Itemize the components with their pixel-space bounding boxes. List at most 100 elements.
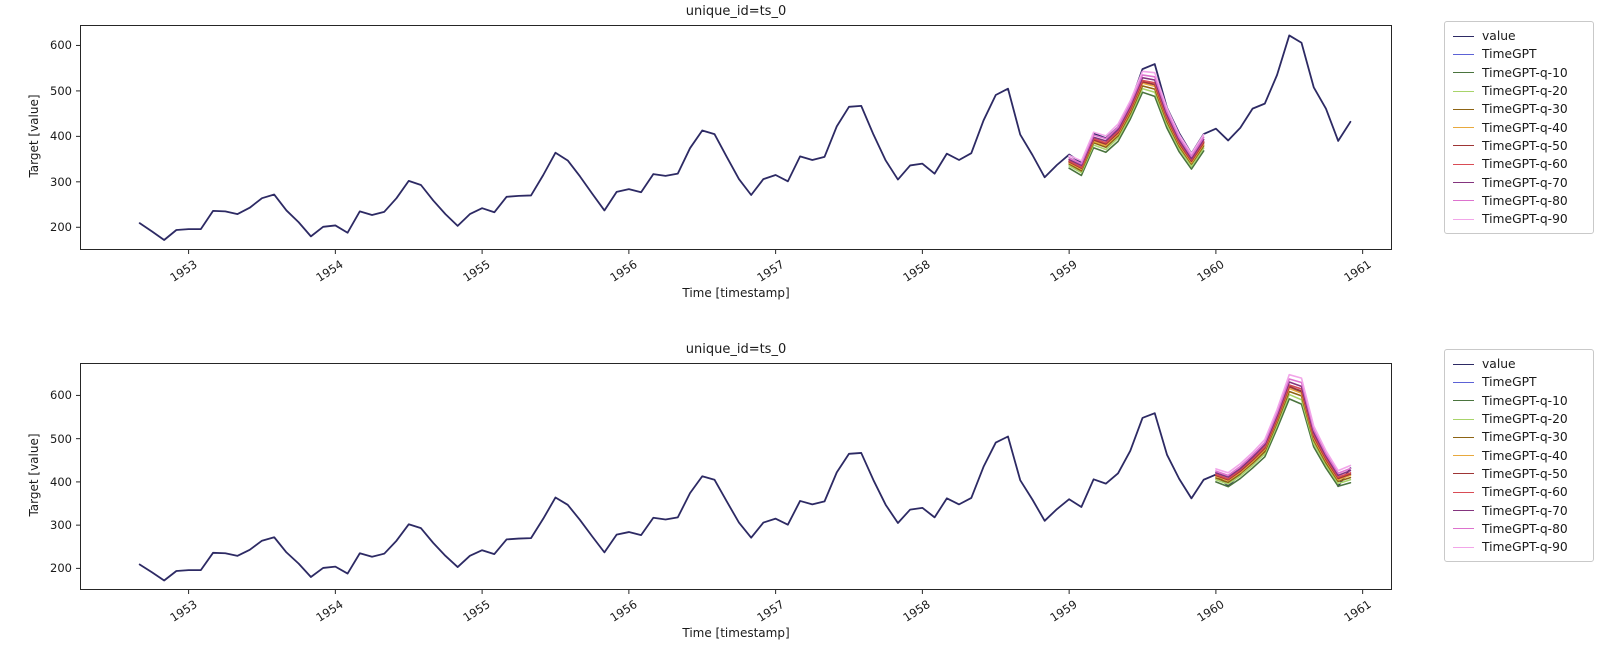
legend-line-swatch [1453, 182, 1474, 184]
chart-title: unique_id=ts_0 [685, 342, 787, 357]
x-axis-label: Time [timestamp] [682, 626, 790, 640]
legend-label: TimeGPT-q-50 [1482, 138, 1568, 153]
series-line [1215, 373, 1352, 474]
legend-line-swatch [1453, 436, 1474, 438]
legend-item: TimeGPT-q-20 [1453, 410, 1585, 428]
legend-label: TimeGPT-q-10 [1482, 393, 1568, 408]
legend-item: TimeGPT [1453, 45, 1585, 63]
legend-item: TimeGPT-q-20 [1453, 82, 1585, 100]
series-line [138, 34, 1352, 241]
legend-line-swatch [1453, 163, 1474, 165]
chart-canvas [76, 25, 1392, 254]
legend-item: value [1453, 355, 1585, 373]
y-tick-label: 400 [50, 474, 72, 489]
legend-item: TimeGPT-q-70 [1453, 173, 1585, 191]
y-tick-label: 600 [50, 388, 72, 403]
y-tick-label: 300 [50, 174, 72, 189]
legend-line-swatch [1453, 108, 1474, 110]
legend-item: TimeGPT-q-40 [1453, 446, 1585, 464]
x-tick-label: 1957 [754, 597, 787, 625]
legend-line-swatch [1453, 72, 1474, 74]
legend-label: TimeGPT [1482, 47, 1537, 62]
series-line [138, 385, 1352, 582]
y-tick-label: 300 [50, 518, 72, 533]
legend-label: TimeGPT-q-30 [1482, 430, 1568, 445]
legend-label: TimeGPT-q-90 [1482, 540, 1568, 555]
y-tick-label: 400 [50, 129, 72, 144]
legend-item: TimeGPT-q-10 [1453, 392, 1585, 410]
legend-item: TimeGPT-q-80 [1453, 520, 1585, 538]
legend-label: TimeGPT-q-20 [1482, 412, 1568, 427]
series-line [1215, 390, 1352, 484]
legend-line-swatch [1453, 145, 1474, 147]
y-tick-label: 500 [50, 431, 72, 446]
series-line [1215, 393, 1352, 485]
legend-item: TimeGPT-q-70 [1453, 501, 1585, 519]
legend-item: TimeGPT-q-50 [1453, 137, 1585, 155]
chart-title: unique_id=ts_0 [685, 4, 787, 19]
legend-label: value [1482, 29, 1516, 44]
x-tick-label: 1956 [607, 257, 640, 285]
legend-line-swatch [1453, 200, 1474, 202]
y-tick-label: 200 [50, 561, 72, 576]
legend-item: TimeGPT-q-60 [1453, 483, 1585, 501]
legend-label: TimeGPT-q-20 [1482, 84, 1568, 99]
x-tick-label: 1955 [460, 597, 493, 625]
x-tick-label: 1961 [1341, 257, 1374, 285]
legend-line-swatch [1453, 473, 1474, 475]
x-axis-label: Time [timestamp] [682, 286, 790, 300]
legend-line-swatch [1453, 528, 1474, 530]
x-tick-label: 1958 [900, 257, 933, 285]
legend-item: TimeGPT-q-50 [1453, 465, 1585, 483]
legend-label: TimeGPT-q-40 [1482, 120, 1568, 135]
legend-label: TimeGPT-q-30 [1482, 102, 1568, 117]
legend-item: TimeGPT-q-90 [1453, 210, 1585, 228]
series-line [1215, 378, 1352, 477]
x-tick-label: 1959 [1047, 257, 1080, 285]
legend-label: TimeGPT-q-80 [1482, 193, 1568, 208]
y-tick-label: 500 [50, 83, 72, 98]
legend-item: TimeGPT-q-30 [1453, 428, 1585, 446]
x-tick-label: 1960 [1194, 597, 1227, 625]
legend-line-swatch [1453, 491, 1474, 493]
series-line [1215, 381, 1352, 478]
legend-line-swatch [1453, 455, 1474, 457]
legend-line-swatch [1453, 381, 1474, 383]
legend-item: TimeGPT-q-10 [1453, 64, 1585, 82]
legend-label: TimeGPT-q-70 [1482, 175, 1568, 190]
x-tick-label: 1954 [313, 257, 346, 285]
x-tick-label: 1960 [1194, 257, 1227, 285]
legend-label: TimeGPT-q-80 [1482, 521, 1568, 536]
x-tick-label: 1958 [900, 597, 933, 625]
legend-item: TimeGPT-q-60 [1453, 155, 1585, 173]
legend-line-swatch [1453, 510, 1474, 512]
legend-line-swatch [1453, 218, 1474, 220]
y-tick-label: 600 [50, 38, 72, 53]
series-line [1068, 70, 1205, 162]
legend-item: TimeGPT-q-80 [1453, 192, 1585, 210]
legend: value TimeGPT TimeGPT-q-10 TimeGPT-q-20 Time… [1444, 21, 1594, 235]
x-tick-label: 1957 [754, 257, 787, 285]
legend-label: TimeGPT-q-60 [1482, 157, 1568, 172]
legend-line-swatch [1453, 53, 1474, 55]
series-line [1068, 76, 1205, 167]
legend-label: TimeGPT-q-60 [1482, 485, 1568, 500]
y-tick-label: 200 [50, 220, 72, 235]
x-tick-label: 1954 [313, 597, 346, 625]
legend-label: TimeGPT-q-10 [1482, 65, 1568, 80]
x-tick-label: 1953 [167, 257, 200, 285]
legend-label: TimeGPT-q-90 [1482, 212, 1568, 227]
legend-item: TimeGPT-q-30 [1453, 100, 1585, 118]
legend-label: value [1482, 357, 1516, 372]
legend-line-swatch [1453, 400, 1474, 402]
x-tick-label: 1959 [1047, 597, 1080, 625]
legend: value TimeGPT TimeGPT-q-10 TimeGPT-q-20 Time… [1444, 349, 1594, 563]
x-tick-label: 1953 [167, 597, 200, 625]
legend-line-swatch [1453, 363, 1474, 365]
legend-line-swatch [1453, 546, 1474, 548]
legend-label: TimeGPT-q-40 [1482, 448, 1568, 463]
legend-line-swatch [1453, 35, 1474, 37]
x-tick-label: 1955 [460, 257, 493, 285]
x-tick-label: 1956 [607, 597, 640, 625]
